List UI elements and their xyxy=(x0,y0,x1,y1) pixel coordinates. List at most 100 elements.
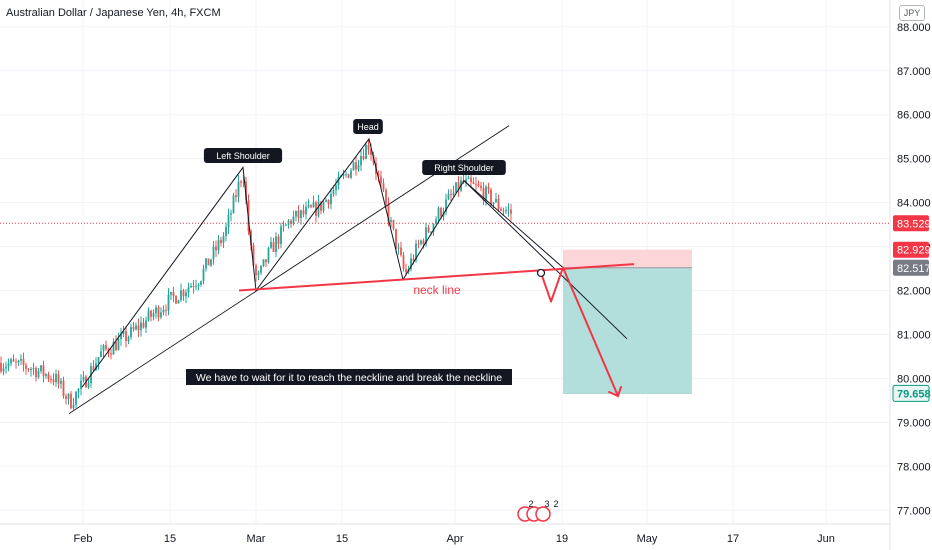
candle-body xyxy=(315,202,317,216)
candle-body xyxy=(0,363,2,372)
candle-body xyxy=(392,220,395,229)
candle-body xyxy=(112,341,115,355)
candle-body xyxy=(400,247,402,256)
annotation: We have to wait for it to reach the neck… xyxy=(186,369,512,385)
x-tick-label: 15 xyxy=(164,533,176,545)
candle-body xyxy=(75,391,77,405)
candle-body xyxy=(415,243,417,261)
candle-body xyxy=(87,383,90,388)
candle-body xyxy=(82,376,85,381)
candle-body xyxy=(482,188,485,201)
candle-body xyxy=(447,194,450,200)
candle-body xyxy=(207,258,210,266)
candle-body xyxy=(412,258,415,261)
candle-body xyxy=(7,363,10,367)
candle-body xyxy=(195,286,197,288)
candle-body xyxy=(165,309,167,311)
candle-body xyxy=(35,368,37,378)
candle-body xyxy=(215,246,217,251)
candle-body xyxy=(480,185,482,189)
candle-body xyxy=(122,331,125,334)
candle-body xyxy=(282,225,285,227)
grid xyxy=(0,0,890,524)
candle-body xyxy=(70,393,72,409)
candle-body xyxy=(152,313,155,317)
candle-body xyxy=(287,220,290,225)
x-tick-label: Apr xyxy=(446,533,463,545)
candle-body xyxy=(97,357,100,364)
candle-body xyxy=(380,176,382,184)
candle-body xyxy=(417,243,420,245)
y-tick-label: 78.000 xyxy=(897,461,931,473)
alert-marker xyxy=(536,268,546,278)
candle-body xyxy=(30,369,32,370)
candle-body xyxy=(117,338,120,351)
candle-body xyxy=(305,207,307,215)
projection-line xyxy=(463,180,628,340)
candle-body xyxy=(452,192,455,195)
candle-body xyxy=(5,366,7,369)
event-marker-count: 2 xyxy=(528,499,533,509)
candle-body xyxy=(95,363,97,371)
candle-body xyxy=(250,231,252,246)
candle-body xyxy=(352,162,355,171)
price-tag-text: 83.529 xyxy=(897,218,931,230)
candle-body xyxy=(490,189,492,205)
candle-body xyxy=(307,205,310,207)
candle-body xyxy=(297,210,300,218)
price-tag-box xyxy=(893,215,929,232)
candle-body xyxy=(255,265,257,276)
candle-body xyxy=(175,296,177,304)
candle-body xyxy=(25,365,27,369)
candle-body xyxy=(110,353,112,355)
candle-body xyxy=(120,334,122,339)
candle-body xyxy=(457,182,460,191)
candle-body xyxy=(312,202,315,208)
price-tag-text: 79.658 xyxy=(897,388,931,400)
candle-body xyxy=(155,307,157,314)
candle-body xyxy=(167,294,170,311)
candle-body xyxy=(362,155,365,159)
candle-body xyxy=(437,208,440,220)
candle-body xyxy=(425,227,427,245)
annotation-text: We have to wait for it to reach the neck… xyxy=(196,372,502,384)
candle-body xyxy=(440,208,442,217)
candle-body xyxy=(205,258,207,269)
candle-body xyxy=(15,361,17,363)
candle-body xyxy=(227,214,230,228)
candle-body xyxy=(212,246,215,260)
candle-body xyxy=(500,208,502,211)
candle-body xyxy=(72,404,75,409)
candle-body xyxy=(220,239,222,243)
candle-body xyxy=(132,327,135,330)
x-tick-label: 15 xyxy=(336,533,348,545)
y-tick-label: 85.000 xyxy=(897,154,931,166)
candle-body xyxy=(342,174,345,177)
candle-body xyxy=(365,145,367,159)
time-axis: Feb 15 Mar 15 Apr 19 May 17 Jun xyxy=(0,523,890,545)
candle-body xyxy=(427,227,430,233)
candle-body xyxy=(410,258,412,270)
candle-body xyxy=(470,177,472,183)
candle-body xyxy=(385,190,387,204)
candle-body xyxy=(357,165,360,170)
candle-body xyxy=(350,170,352,178)
pattern-label-box xyxy=(353,119,383,134)
candle-body xyxy=(300,210,302,218)
candle-body xyxy=(12,359,15,362)
candle-body xyxy=(180,290,182,301)
candle-body xyxy=(475,183,477,185)
chart-title: Australian Dollar / Japanese Yen, 4h, FX… xyxy=(6,7,221,19)
candle-body xyxy=(170,292,172,295)
candle-body xyxy=(235,195,237,197)
candle-body xyxy=(40,365,42,371)
projection-arrowhead xyxy=(608,385,622,398)
candle-body xyxy=(100,351,102,358)
candle-body xyxy=(335,185,337,191)
currency-badge[interactable]: JPY xyxy=(899,5,925,21)
candle-body xyxy=(477,184,480,186)
neckline-label: neck line xyxy=(413,283,461,297)
candle-body xyxy=(487,186,490,190)
